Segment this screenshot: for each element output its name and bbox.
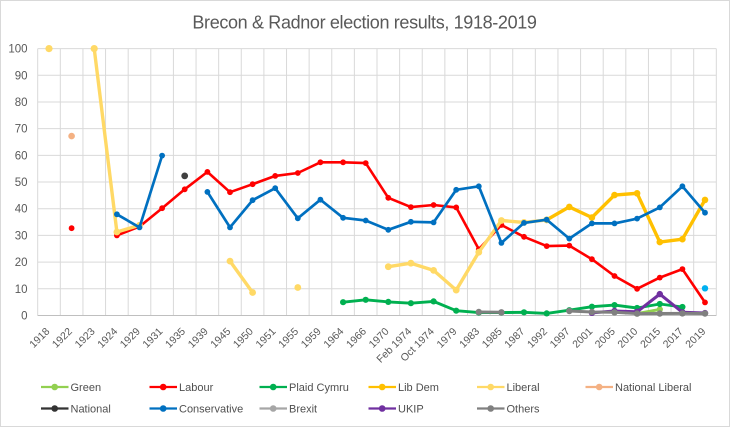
- svg-text:Brexit: Brexit: [289, 404, 317, 416]
- svg-text:UKIP: UKIP: [398, 404, 424, 416]
- svg-text:Liberal: Liberal: [507, 382, 540, 394]
- svg-text:60: 60: [15, 150, 28, 162]
- svg-text:30: 30: [15, 230, 28, 242]
- svg-text:Conservative: Conservative: [179, 404, 243, 416]
- svg-text:Lib Dem: Lib Dem: [398, 382, 439, 394]
- svg-text:Plaid Cymru: Plaid Cymru: [289, 382, 349, 394]
- svg-text:100: 100: [8, 44, 27, 56]
- svg-text:Others: Others: [507, 404, 541, 416]
- svg-text:Green: Green: [71, 382, 102, 394]
- svg-text:80: 80: [15, 97, 28, 109]
- svg-text:70: 70: [15, 124, 28, 136]
- svg-text:National Liberal: National Liberal: [615, 382, 691, 394]
- svg-text:20: 20: [15, 257, 28, 269]
- svg-text:National: National: [71, 404, 111, 416]
- svg-text:50: 50: [15, 177, 28, 189]
- svg-text:10: 10: [15, 284, 28, 296]
- svg-text:90: 90: [15, 70, 28, 82]
- svg-text:Labour: Labour: [179, 382, 214, 394]
- svg-text:Brecon & Radnor election resul: Brecon & Radnor election results, 1918-2…: [192, 13, 537, 33]
- svg-text:0: 0: [21, 311, 27, 323]
- svg-text:40: 40: [15, 204, 28, 216]
